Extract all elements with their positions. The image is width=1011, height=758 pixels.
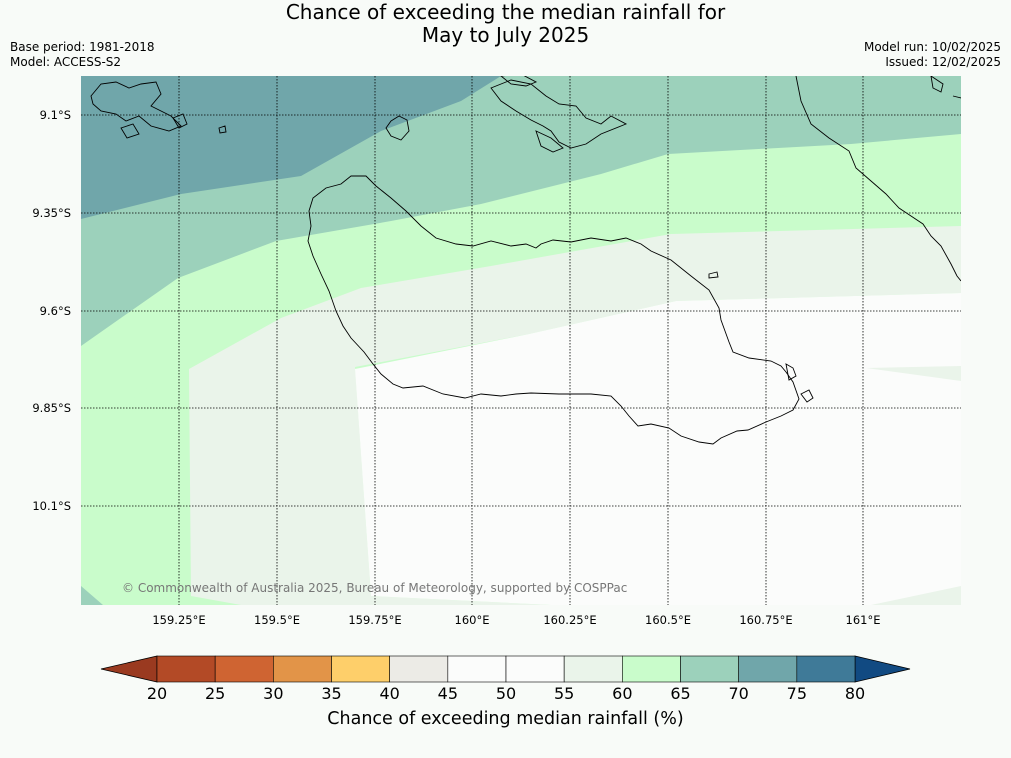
colorbar-extend-high: [854, 655, 911, 683]
colorbar-tick-label: 25: [204, 684, 226, 703]
lat-label: 9.6°S: [39, 304, 71, 318]
colorbar-tick-label: 55: [553, 684, 575, 703]
zone-60: [189, 226, 961, 605]
lat-label: 10.1°S: [32, 499, 71, 513]
colorbar-segment: [447, 655, 507, 683]
colorbar-segment: [563, 655, 623, 683]
colorbar-segment: [622, 655, 681, 683]
zone-55: [355, 293, 961, 605]
lon-label: 160.25°E: [543, 613, 597, 627]
colorbar-tick-label: 75: [786, 684, 807, 703]
graticule: [81, 76, 961, 605]
issued-date-text: Issued: 12/02/2025: [885, 55, 1001, 69]
coastline: [90, 76, 961, 445]
colorbar-extend-low: [100, 655, 158, 683]
map-title-line2: May to July 2025: [421, 23, 590, 47]
lon-label: 160.5°E: [645, 613, 691, 627]
lon-label: 160°E: [454, 613, 490, 627]
lat-label: 9.35°S: [32, 206, 71, 220]
colorbar-tick-label: 45: [437, 684, 458, 703]
lon-label: 161°E: [845, 613, 881, 627]
colorbar-tick-label: 70: [728, 684, 749, 703]
lon-label: 159.75°E: [348, 613, 402, 627]
colorbar-tick-label: 60: [612, 684, 633, 703]
lon-label: 160.75°E: [739, 613, 793, 627]
colorbar-segment: [505, 655, 565, 683]
colorbar-segment: [214, 655, 274, 683]
zone-75: [81, 76, 501, 219]
map-panel: [81, 76, 961, 605]
colorbar-tick-label: 30: [263, 684, 284, 703]
colorbar-tick-label: 35: [321, 684, 342, 703]
copyright-credit: © Commonwealth of Australia 2025, Bureau…: [122, 581, 628, 595]
lon-label: 159.5°E: [254, 613, 300, 627]
lon-label: 159.25°E: [152, 613, 206, 627]
lat-label: 9.85°S: [32, 401, 71, 415]
colorbar-tick-label: 20: [146, 684, 168, 703]
model-run-text: Model run: 10/02/2025: [863, 40, 1001, 54]
lat-label: 9.1°S: [39, 108, 71, 122]
colorbar-tick-label: 65: [670, 684, 691, 703]
colorbar-segment: [389, 655, 449, 683]
map-title-line1: Chance of exceeding the median rainfall …: [285, 0, 726, 24]
base-period-text: Base period: 1981-2018: [10, 40, 155, 54]
colorbar-segment: [738, 655, 798, 683]
colorbar-segment: [156, 655, 216, 683]
probability-map: [81, 76, 961, 605]
colorbar-tick-label: 80: [844, 684, 866, 703]
colorbar-label: Chance of exceeding median rainfall (%): [327, 709, 684, 729]
colorbar-segment: [273, 655, 332, 683]
colorbar-segment: [331, 655, 390, 683]
colorbar-tick-label: 40: [379, 684, 400, 703]
colorbar-tick-label: 50: [495, 684, 517, 703]
colorbar-segment: [796, 655, 856, 683]
colorbar-segment: [680, 655, 739, 683]
model-name-text: Model: ACCESS-S2: [10, 55, 122, 69]
